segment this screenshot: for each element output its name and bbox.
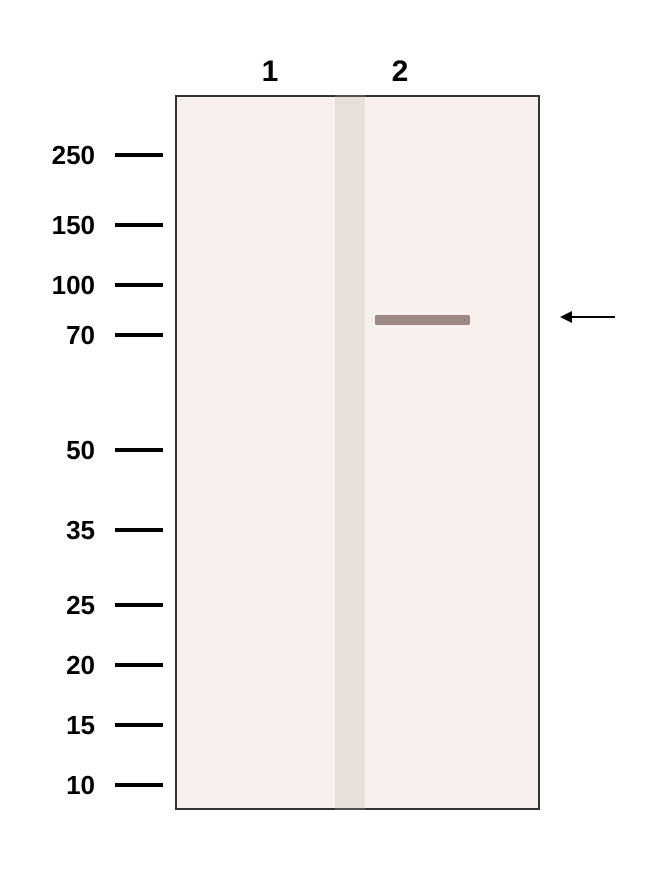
mw-tick-100 <box>115 283 163 287</box>
mw-label-150: 150 <box>0 210 95 241</box>
western-blot-figure: 1 2 250 150 100 70 50 35 25 20 15 10 <box>0 0 650 870</box>
mw-label-100: 100 <box>0 270 95 301</box>
mw-label-10: 10 <box>0 770 95 801</box>
mw-label-25: 25 <box>0 590 95 621</box>
mw-tick-150 <box>115 223 163 227</box>
lane-label-2: 2 <box>385 55 415 89</box>
mw-tick-25 <box>115 603 163 607</box>
mw-tick-15 <box>115 723 163 727</box>
mw-label-50: 50 <box>0 435 95 466</box>
lane-separator <box>335 95 365 810</box>
mw-tick-10 <box>115 783 163 787</box>
protein-band-lane2 <box>375 315 470 325</box>
mw-label-35: 35 <box>0 515 95 546</box>
mw-label-15: 15 <box>0 710 95 741</box>
arrow-head-icon <box>560 311 572 323</box>
mw-tick-35 <box>115 528 163 532</box>
mw-label-20: 20 <box>0 650 95 681</box>
arrow-shaft <box>572 316 615 318</box>
mw-tick-70 <box>115 333 163 337</box>
mw-tick-250 <box>115 153 163 157</box>
lane-label-1: 1 <box>255 55 285 89</box>
mw-label-70: 70 <box>0 320 95 351</box>
mw-tick-20 <box>115 663 163 667</box>
mw-tick-50 <box>115 448 163 452</box>
mw-label-250: 250 <box>0 140 95 171</box>
